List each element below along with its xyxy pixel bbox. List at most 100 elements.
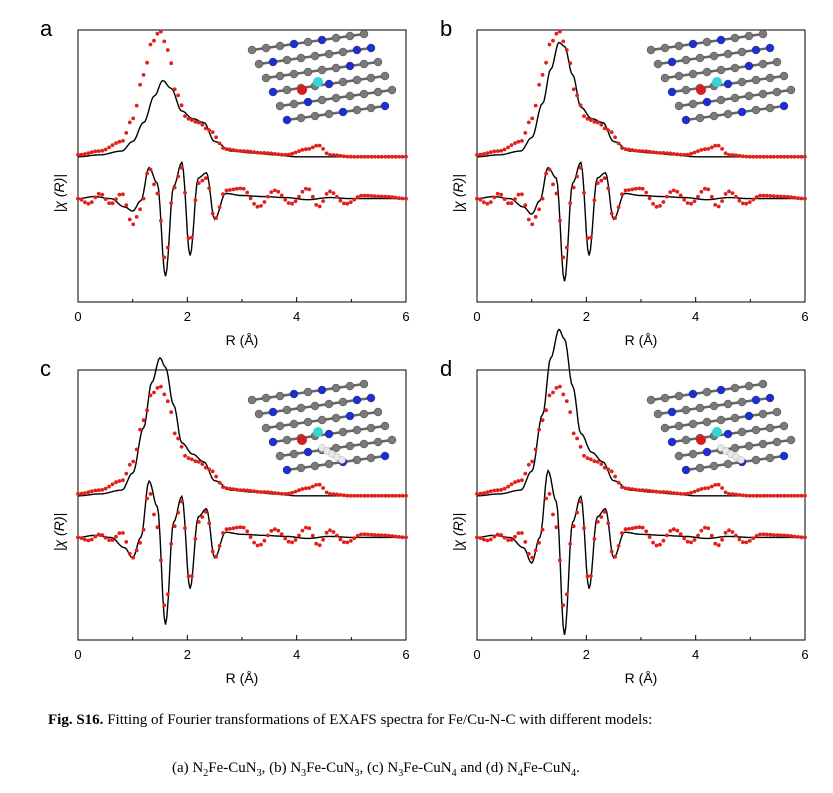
data-point [730, 191, 735, 196]
data-point [152, 38, 156, 43]
data-point [390, 534, 395, 538]
data-point [544, 496, 548, 501]
data-point [613, 474, 617, 479]
atom [744, 411, 754, 421]
data-point [513, 534, 517, 539]
atom [387, 85, 397, 95]
data-point [179, 103, 184, 108]
data-point [317, 482, 322, 487]
data-point [613, 135, 617, 140]
data-point [575, 174, 579, 179]
data-point [107, 201, 111, 206]
data-point [276, 189, 281, 194]
data-point [599, 178, 604, 183]
data-point [703, 525, 707, 530]
data-point [93, 534, 98, 539]
data-point [482, 537, 486, 542]
data-point [713, 483, 718, 487]
data-point [716, 482, 721, 487]
atom [345, 31, 355, 41]
atom [296, 463, 306, 473]
atom [352, 45, 362, 55]
atom [275, 71, 285, 81]
data-point [644, 190, 649, 195]
data-point [620, 485, 624, 489]
data-point [169, 61, 174, 66]
data-point [338, 537, 343, 542]
atom [317, 35, 327, 45]
data-point [203, 176, 208, 181]
data-point [172, 185, 177, 190]
data-point [397, 196, 401, 201]
atom [303, 447, 313, 457]
data-point [796, 535, 800, 539]
data-point [283, 492, 288, 496]
caption-subscript: 3 [256, 768, 262, 779]
atom [331, 63, 341, 73]
data-point [79, 536, 84, 540]
data-point [255, 543, 260, 548]
data-point [592, 120, 597, 124]
atom [758, 379, 768, 389]
data-point [83, 200, 87, 205]
data-point [747, 493, 752, 498]
atom [268, 57, 278, 67]
data-point [138, 82, 143, 87]
data-point [321, 147, 325, 151]
data-point [803, 493, 807, 498]
atom [730, 93, 740, 103]
data-point [734, 194, 738, 199]
data-point [499, 192, 504, 197]
data-point [386, 194, 391, 199]
data-point [152, 182, 156, 187]
data-point [314, 483, 319, 487]
data-point [207, 467, 212, 472]
data-point [148, 393, 153, 398]
data-point [523, 540, 528, 544]
data-point [404, 493, 408, 498]
atom [366, 73, 376, 83]
atom [772, 57, 782, 67]
chart-panel-b: b |χ (R)| 0 2 4 6 R (Å) [440, 16, 809, 348]
data-point [110, 538, 115, 542]
atom [674, 391, 684, 401]
data-point [575, 510, 579, 515]
data-point [279, 152, 284, 157]
data-point [561, 392, 566, 397]
data-point [169, 201, 174, 206]
data-point [761, 193, 766, 198]
atom [695, 403, 705, 413]
data-point [342, 201, 346, 206]
data-point [640, 525, 645, 530]
fe-atom [696, 85, 706, 95]
atom [695, 53, 705, 63]
atom [681, 465, 691, 475]
data-point [772, 533, 776, 537]
data-point [544, 60, 548, 65]
caption-subscript: 3 [354, 768, 360, 779]
data-point [675, 491, 680, 496]
x-tick-label: 6 [801, 647, 808, 662]
data-point [537, 82, 541, 87]
data-point [259, 204, 263, 208]
atom [310, 461, 320, 471]
data-point [558, 29, 562, 34]
data-point [200, 462, 205, 466]
data-point [300, 487, 305, 491]
data-point [654, 204, 659, 209]
data-point [533, 103, 538, 108]
data-point [661, 151, 666, 155]
data-point [262, 151, 267, 155]
data-point [526, 551, 531, 556]
atom [338, 427, 348, 437]
data-point [640, 488, 645, 493]
data-point [193, 459, 198, 464]
data-point [241, 488, 246, 493]
x-tick-label: 4 [692, 309, 699, 324]
atom [345, 61, 355, 71]
atom [758, 409, 768, 419]
data-point [709, 484, 714, 489]
atom [303, 387, 313, 397]
atom [275, 421, 285, 431]
data-point [369, 154, 374, 159]
